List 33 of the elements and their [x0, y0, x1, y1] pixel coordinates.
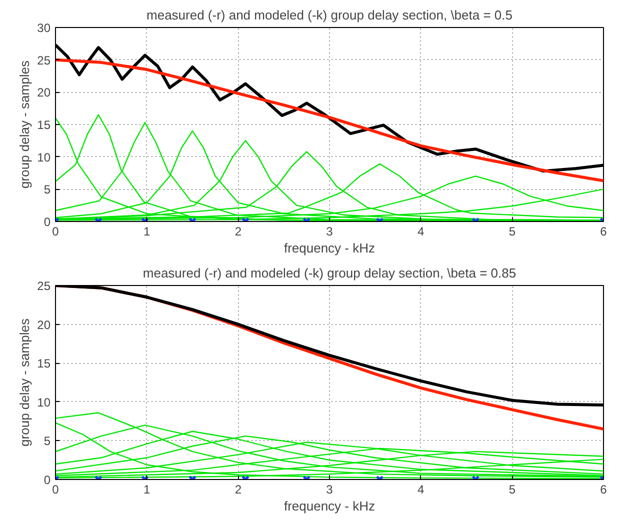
y-tick-label: 0: [44, 473, 51, 487]
y-tick-label: 5: [44, 182, 51, 197]
x-tick-label: 4: [417, 482, 424, 496]
y-tick-label: 25: [37, 53, 51, 68]
y-axis-title: group delay - samples: [17, 318, 32, 446]
x-tick-label: 3: [326, 224, 334, 238]
y-tick-label: 30: [37, 21, 51, 35]
x-tick-label: 2: [234, 482, 242, 496]
x-tick-label: 5: [508, 482, 516, 496]
x-tick-label: 1: [143, 482, 150, 496]
chart-title: measured (-r) and modeled (-k) group delay section, \beta = 0.85: [142, 266, 516, 280]
x-axis-title: frequency - kHz: [284, 240, 376, 256]
y-tick-label: 25: [37, 279, 51, 293]
x-tick-label: 1: [143, 224, 150, 238]
x-axis-title: frequency - kHz: [284, 498, 376, 514]
y-tick-label: 15: [37, 118, 51, 132]
x-tick-label: 5: [508, 224, 516, 238]
y-axis-title: group delay - samples: [17, 60, 32, 188]
x-tick-label: 3: [326, 482, 334, 496]
y-tick-label: 15: [37, 356, 51, 371]
x-tick-label: 2: [234, 224, 242, 238]
x-tick-label: 6: [600, 482, 608, 496]
y-tick-label: 10: [37, 150, 51, 164]
x-tick-label: 0: [52, 482, 60, 496]
chart-title: measured (-r) and modeled (-k) group delay section, \beta = 0.5: [146, 8, 513, 22]
y-tick-label: 20: [37, 318, 51, 332]
x-tick-label: 0: [52, 224, 60, 238]
x-tick-label: 6: [600, 224, 608, 238]
y-tick-label: 20: [37, 86, 51, 100]
y-tick-label: 10: [37, 395, 51, 410]
x-tick-label: 4: [417, 224, 424, 238]
y-tick-label: 0: [44, 215, 51, 229]
y-tick-label: 5: [44, 434, 51, 448]
